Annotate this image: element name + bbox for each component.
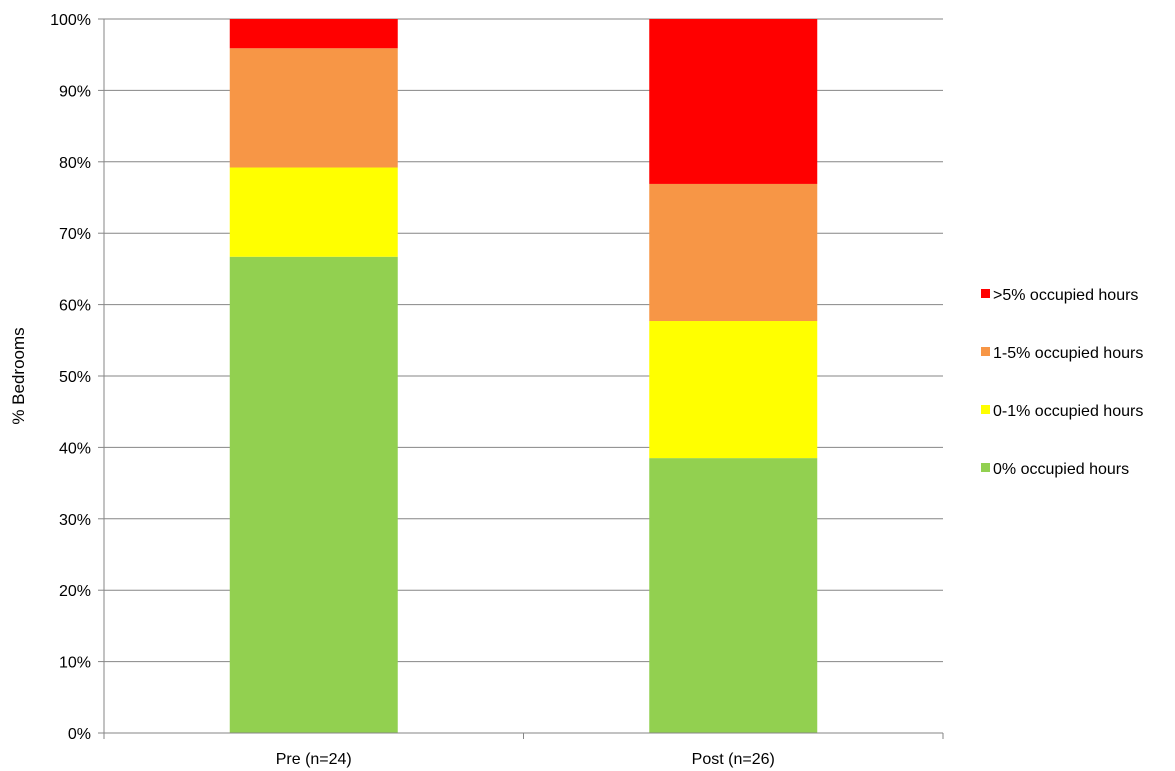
bar-segment [229, 19, 398, 49]
legend-swatch [981, 347, 990, 356]
y-tick-label: 20% [59, 583, 91, 600]
y-tick-label: 60% [59, 298, 91, 315]
legend-label: 1-5% occupied hours [993, 345, 1143, 362]
y-tick-label: 80% [59, 155, 91, 172]
legend-label: >5% occupied hours [993, 287, 1138, 304]
bar-segment [649, 321, 818, 459]
bars [229, 19, 818, 733]
bar-segment [649, 19, 818, 184]
y-axis-ticks: 0% 10% 20% 30% 40% 50% 60% 70% 80% 90% 100% [50, 12, 104, 743]
x-tick-label: Post (n=26) [692, 751, 775, 768]
y-tick-label: 0% [68, 726, 91, 743]
y-tick-label: 50% [59, 369, 91, 386]
y-axis-title: % Bedrooms [9, 327, 28, 424]
y-tick-label: 70% [59, 226, 91, 243]
legend: >5% occupied hours 1-5% occupied hours 0-1… [981, 287, 1143, 478]
legend-swatch [981, 289, 990, 298]
x-tick-label: Pre (n=24) [276, 751, 352, 768]
bar-segment [649, 458, 818, 733]
y-tick-label: 40% [59, 440, 91, 457]
bar-segment [229, 256, 398, 733]
legend-label: 0-1% occupied hours [993, 403, 1143, 420]
x-axis-ticks: Pre (n=24) Post (n=26) [103, 733, 944, 768]
y-tick-label: 100% [50, 12, 91, 29]
bar-segment [229, 48, 398, 168]
legend-swatch [981, 405, 990, 414]
legend-label: 0% occupied hours [993, 461, 1129, 478]
y-tick-label: 90% [59, 83, 91, 100]
bar-segment [229, 167, 398, 257]
y-tick-label: 30% [59, 512, 91, 529]
y-tick-label: 10% [59, 655, 91, 672]
legend-swatch [981, 463, 990, 472]
bar-segment [649, 183, 818, 322]
